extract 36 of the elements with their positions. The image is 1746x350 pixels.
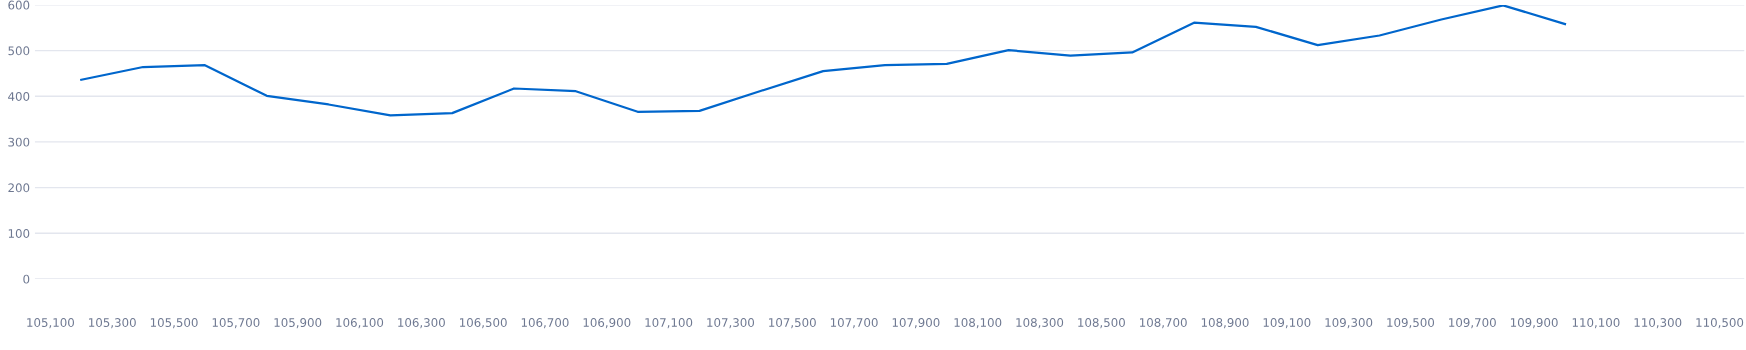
x-tick-label: 109,900	[1510, 318, 1558, 329]
x-tick-label: 108,300	[1016, 318, 1064, 329]
x-tick-label: 105,700	[212, 318, 260, 329]
x-tick-label: 109,100	[1263, 318, 1311, 329]
x-tick-label: 108,700	[1140, 318, 1187, 329]
x-tick-label: 107,900	[892, 318, 940, 329]
x-tick-label: 108,500	[1078, 318, 1125, 329]
x-tick-label: 108,900	[1201, 318, 1249, 329]
x-tick-label: 105,100	[27, 318, 74, 329]
x-tick-label: 107,500	[769, 318, 816, 329]
x-tick-label: 109,500	[1387, 318, 1435, 329]
x-tick-label: 105,500	[150, 318, 198, 329]
y-tick-label: 200	[8, 183, 30, 193]
y-tick-label: 300	[8, 137, 30, 147]
y-tick-label: 500	[8, 46, 30, 56]
x-tick-label: 106,100	[336, 318, 384, 329]
x-tick-label: 106,500	[460, 318, 507, 329]
y-tick-label: 0	[23, 274, 30, 284]
x-tick-label: 106,700	[521, 318, 569, 329]
x-tick-label: 110,500	[1696, 318, 1744, 329]
x-tick-label: 107,300	[707, 318, 755, 329]
x-tick-label: 107,100	[645, 318, 693, 329]
y-tick-label: 100	[8, 229, 30, 238]
line-series	[80, 4, 1567, 117]
x-tick-label: 105,300	[89, 318, 136, 329]
x-tick-label: 110,100	[1572, 318, 1620, 329]
y-tick-label: 400	[8, 91, 30, 101]
x-tick-label: 107,700	[830, 318, 878, 329]
x-tick-label: 108,100	[954, 318, 1002, 329]
x-tick-label: 106,900	[583, 318, 631, 329]
x-tick-label: 105,900	[274, 318, 322, 329]
x-tick-label: 109,300	[1325, 318, 1373, 329]
x-tick-label: 110,300	[1634, 318, 1682, 329]
x-tick-label: 109,700	[1449, 318, 1496, 329]
y-tick-label: 600	[8, 0, 30, 10]
x-tick-label: 106,300	[398, 318, 445, 329]
